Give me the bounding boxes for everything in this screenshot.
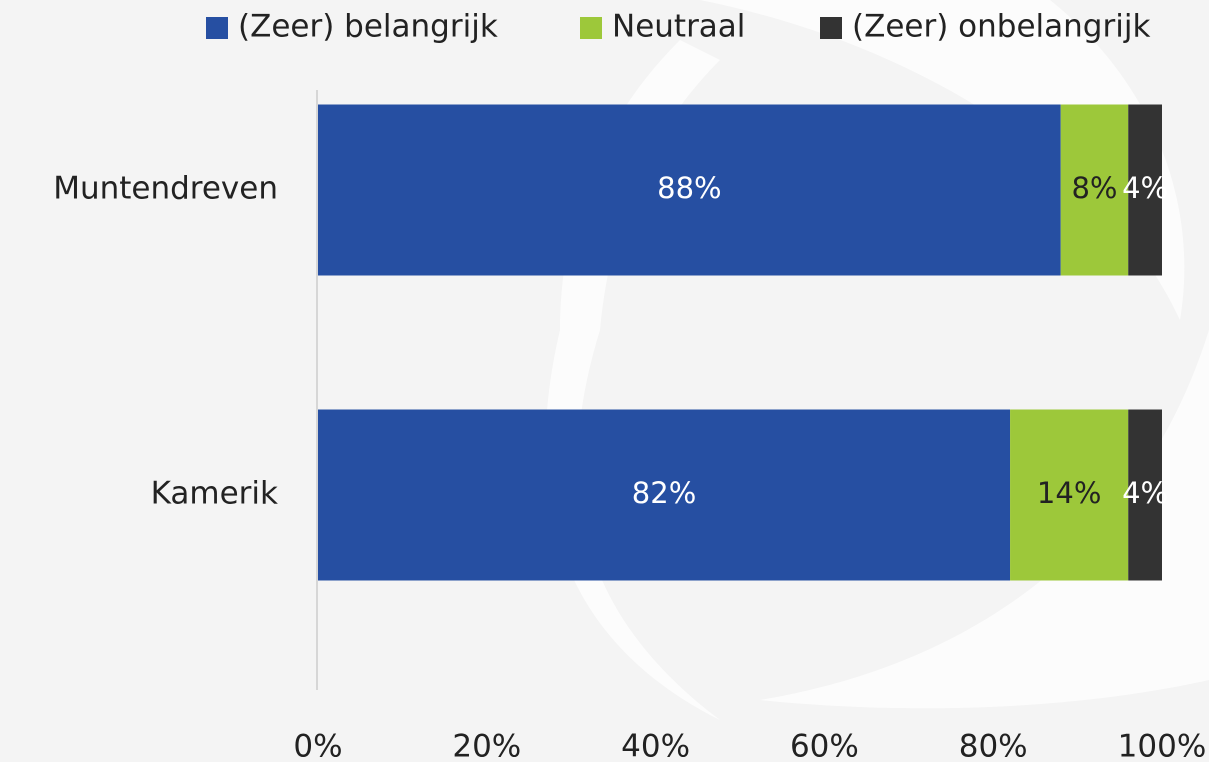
bar-segment — [318, 409, 1011, 581]
legend-swatch — [580, 17, 602, 39]
bar-segment — [1128, 409, 1162, 581]
data-label: 4% — [1122, 171, 1168, 205]
legend-label: Neutraal — [612, 9, 745, 45]
category-label: Muntendreven — [53, 171, 278, 207]
legend-label: (Zeer) onbelangrijk — [852, 9, 1150, 45]
x-tick-label: 20% — [452, 729, 521, 762]
data-label: 4% — [1122, 476, 1168, 510]
x-tick-label: 100% — [1118, 729, 1207, 762]
bar-segment — [318, 104, 1061, 276]
data-label: 8% — [1071, 171, 1117, 205]
legend-swatch — [820, 17, 842, 39]
bar-segment — [1010, 409, 1129, 581]
bar-segment — [1128, 104, 1162, 276]
x-tick-label: 80% — [959, 729, 1028, 762]
data-label: 82% — [632, 476, 696, 510]
x-tick-label: 60% — [790, 729, 859, 762]
bar-segment — [1060, 104, 1129, 276]
data-label: 88% — [657, 171, 721, 205]
legend-swatch — [206, 17, 228, 39]
category-label: Kamerik — [151, 476, 278, 512]
x-tick-label: 0% — [293, 729, 342, 762]
legend-label: (Zeer) belangrijk — [238, 9, 498, 45]
data-label: 14% — [1037, 476, 1101, 510]
x-tick-label: 40% — [621, 729, 690, 762]
